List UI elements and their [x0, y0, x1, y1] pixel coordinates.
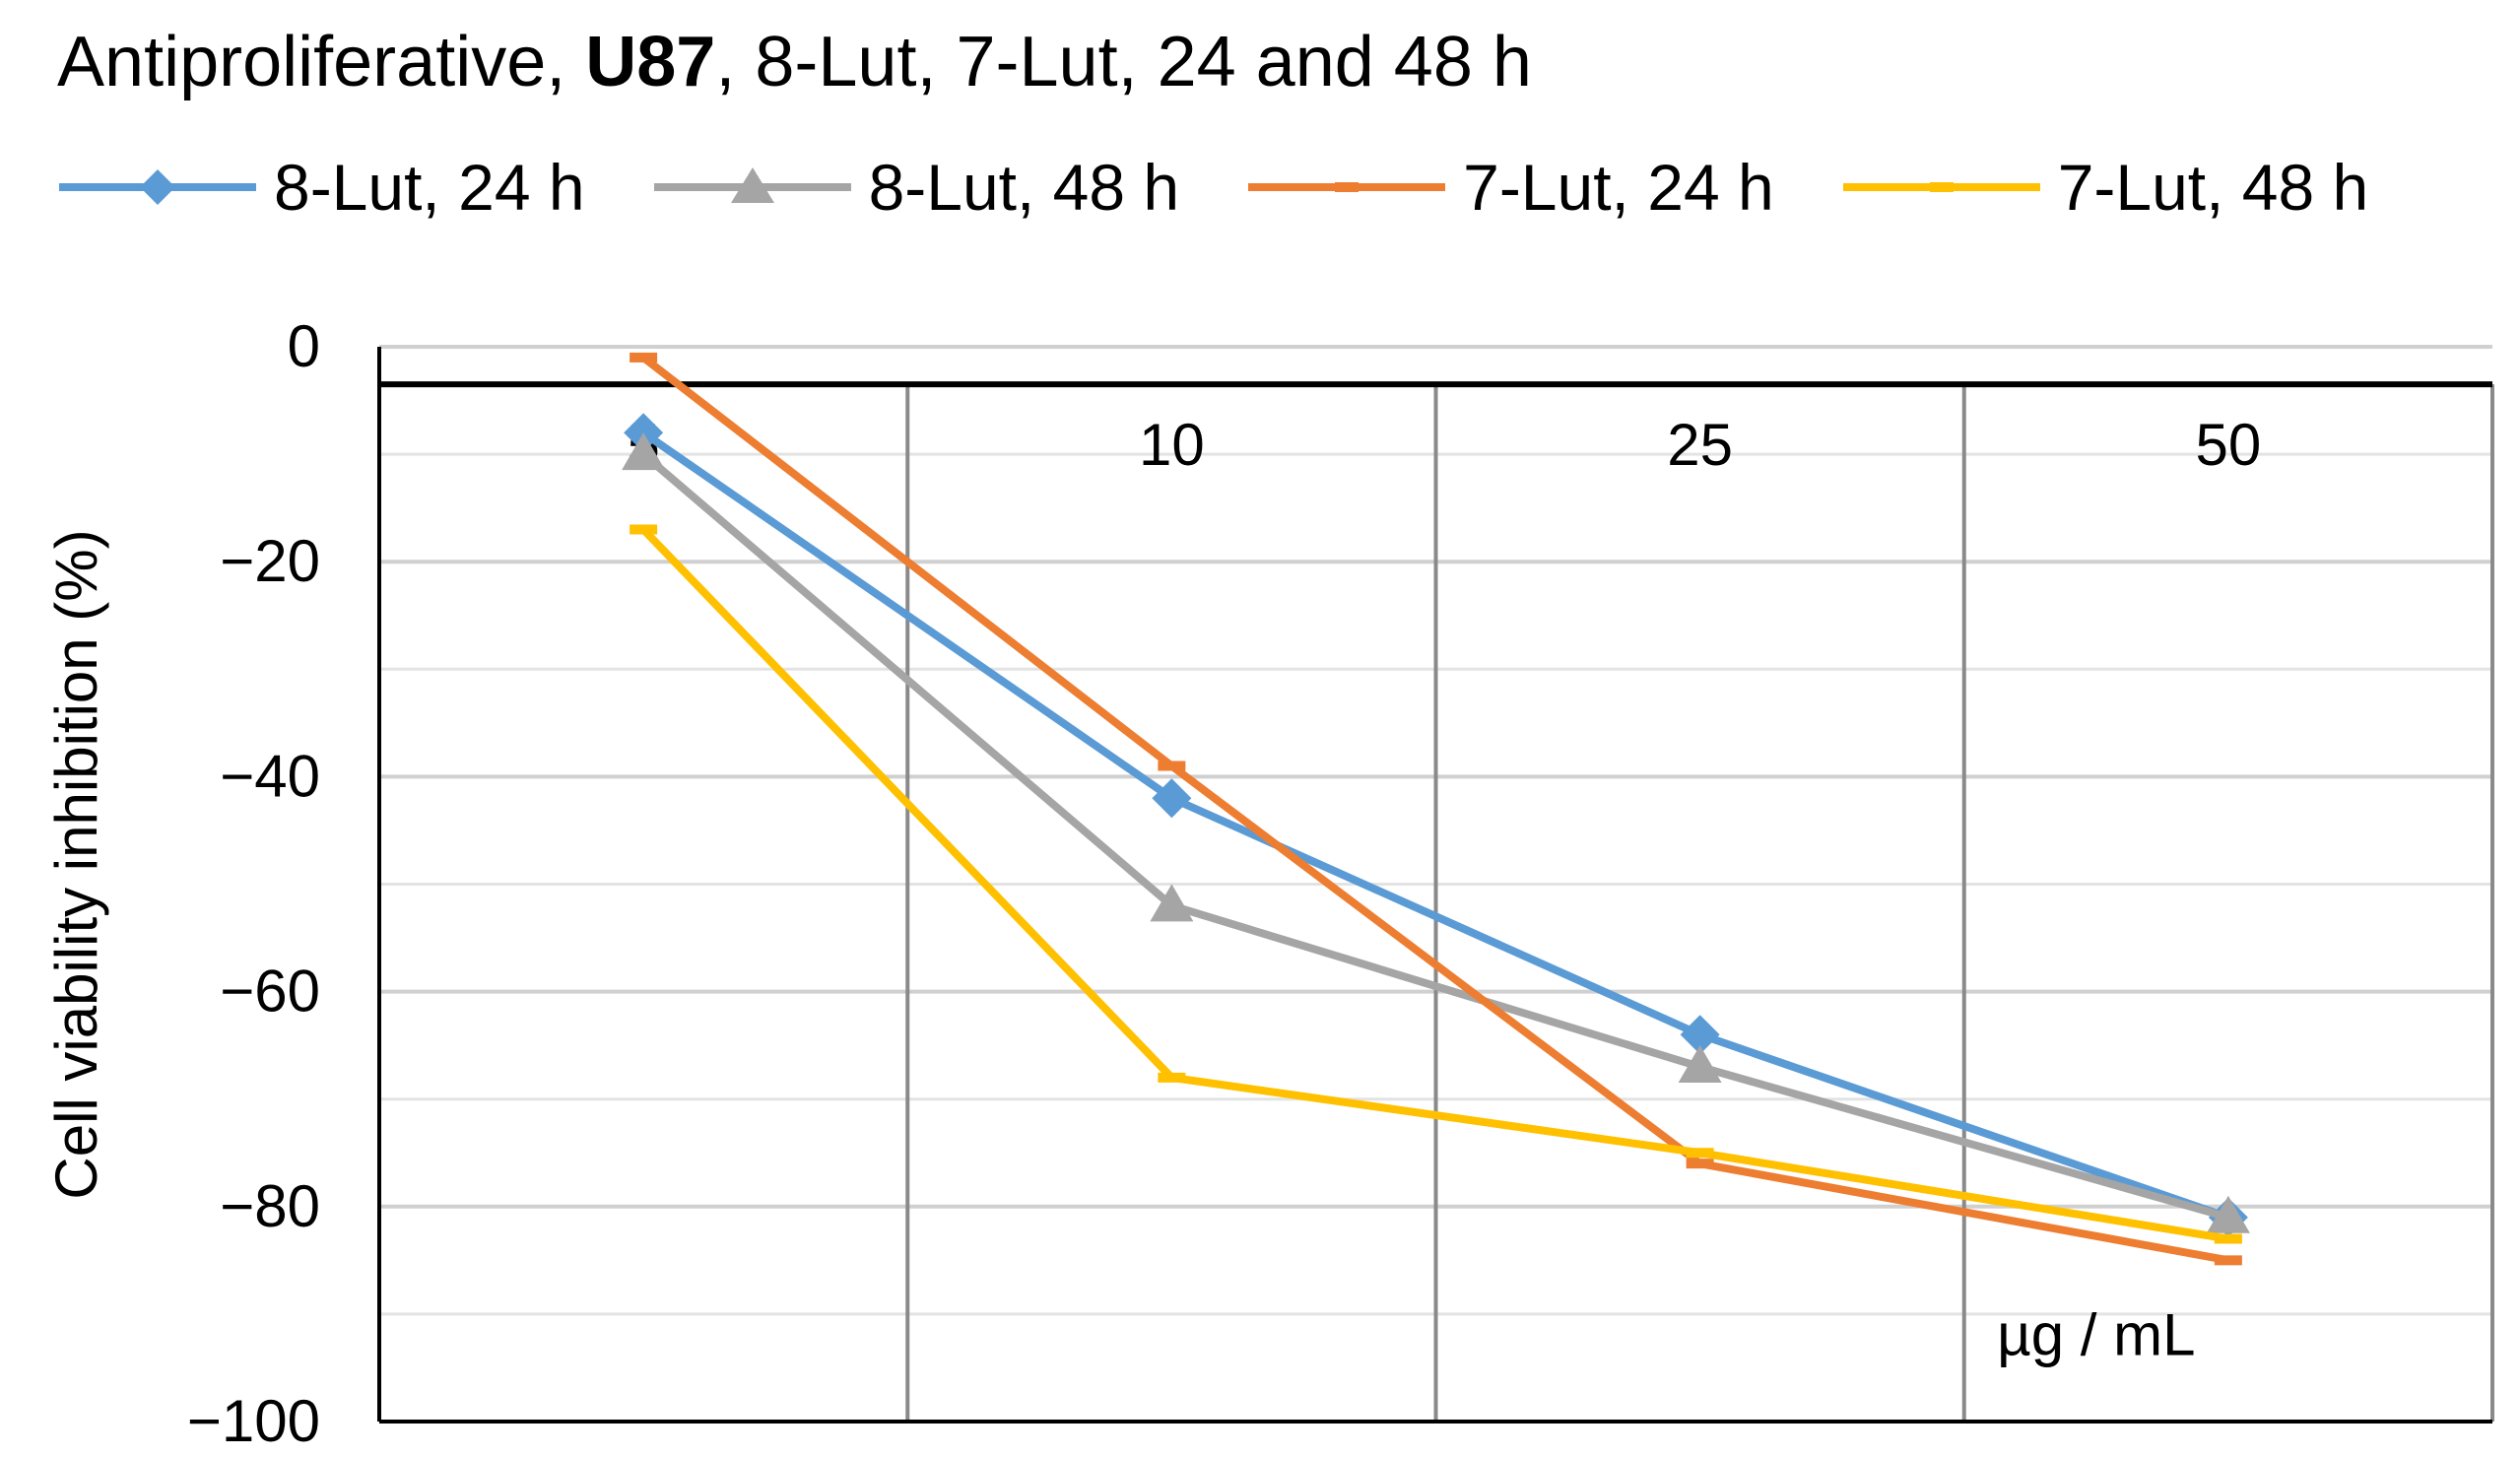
series-line-4: [639, 525, 2232, 1243]
data-point-series-2: [1150, 884, 1194, 922]
data-point-series-3: [1686, 1159, 1714, 1169]
y-tick-label: −100: [187, 1388, 320, 1454]
data-point-series-4: [1686, 1148, 1714, 1159]
legend-label: 7-Lut, 24 h: [1463, 151, 1774, 224]
data-point-series-3: [2214, 1255, 2242, 1266]
data-point-series-2: [1678, 1044, 1722, 1083]
x-tick-label: 25: [1667, 412, 1733, 478]
legend: 8-Lut, 24 h 8-Lut, 48 h 7-Lut, 24 h 7-Lut, …: [59, 148, 2437, 227]
legend-label: 7-Lut, 48 h: [2057, 151, 2369, 224]
legend-swatch: [1248, 182, 1446, 192]
legend-item-3: 7-Lut, 24 h: [1248, 150, 1774, 225]
y-tick-label: −40: [220, 743, 320, 809]
data-point-series-2: [2206, 1195, 2250, 1233]
legend-label: 8-Lut, 48 h: [868, 151, 1180, 224]
data-point-series-3: [630, 352, 658, 363]
chart-title: Antiproliferative, U87, 8-Lut, 7-Lut, 24…: [57, 23, 1532, 101]
y-tick-label: −20: [220, 528, 320, 594]
x-tick-label: 10: [1139, 412, 1205, 478]
y-tick-label: −80: [220, 1173, 320, 1239]
series-line-1: [639, 429, 2232, 1222]
legend-item-2: 8-Lut, 48 h: [653, 150, 1180, 225]
legend-swatch: [59, 169, 256, 205]
data-point-series-2: [622, 432, 666, 471]
legend-label: 8-Lut, 24 h: [274, 151, 585, 224]
x-axis-title: µg / mL: [1997, 1302, 2195, 1368]
legend-swatch: [653, 167, 851, 203]
x-tick-label: 50: [2196, 412, 2262, 478]
y-tick-label: 0: [288, 313, 320, 379]
legend-swatch: [1842, 182, 2040, 192]
legend-item-1: 8-Lut, 24 h: [59, 150, 585, 225]
data-point-series-4: [1158, 1072, 1186, 1083]
data-point-series-3: [1158, 761, 1186, 771]
data-point-series-4: [2214, 1233, 2242, 1244]
data-point-series-1: [1152, 778, 1192, 819]
y-axis-title: Cell viability inhibition (%): [43, 529, 109, 1199]
legend-item-4: 7-Lut, 48 h: [1842, 150, 2369, 225]
data-point-series-1: [1680, 1015, 1720, 1055]
y-tick-label: −60: [220, 959, 320, 1025]
series-line-3: [639, 353, 2232, 1265]
data-point-series-4: [630, 524, 658, 535]
series-line-2: [639, 450, 2232, 1222]
